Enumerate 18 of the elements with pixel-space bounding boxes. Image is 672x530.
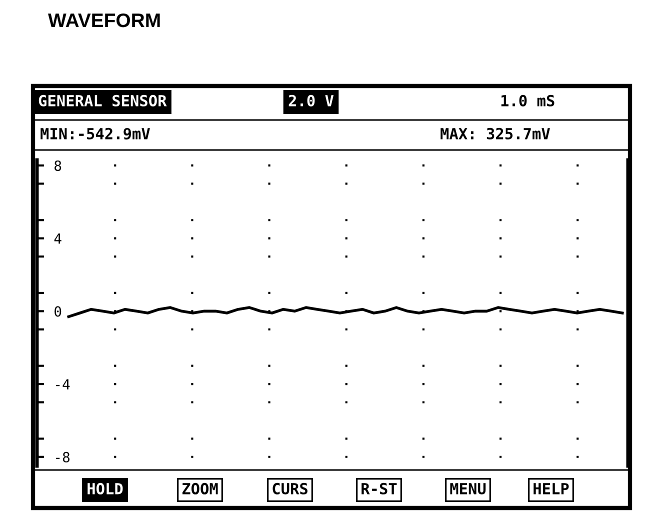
text: MIN:-542.9mV: [40, 128, 150, 140]
line-series: [67, 306, 624, 318]
text: 2.0 V: [288, 94, 334, 106]
y-tick-label: 8: [54, 160, 62, 171]
text: GENERAL SENSOR: [38, 94, 167, 106]
y-tick-label: 0: [54, 306, 62, 317]
y-tick-label: 4: [54, 234, 62, 244]
chart-title: WAVEFORM: [48, 13, 160, 28]
y-tick-label: -8: [56, 452, 70, 462]
text: HOLD: [88, 482, 123, 494]
text: HELP: [534, 483, 569, 494]
text: 1.0 mS: [501, 94, 554, 106]
text: MAX: 325.7mV: [440, 128, 550, 140]
y-tick-label: -4: [56, 379, 70, 390]
text: ZOOM: [182, 482, 218, 494]
text: R-ST: [362, 482, 397, 494]
text: CURS: [272, 482, 308, 494]
text: MENU: [450, 483, 486, 494]
